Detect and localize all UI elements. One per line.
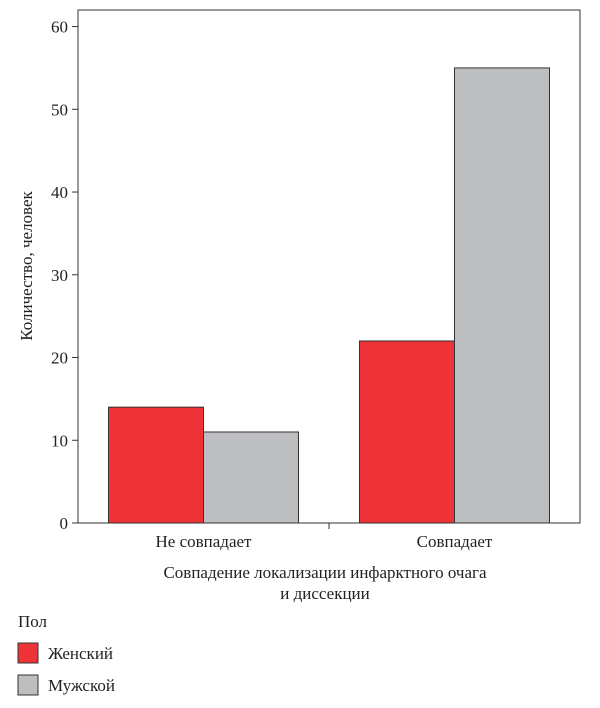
y-tick-label: 0 — [60, 514, 69, 533]
x-axis: Не совпадает Совпадает — [156, 523, 493, 551]
legend: Пол Женский Мужской — [17, 612, 115, 696]
x-axis-title-line-1: Совпадение локализации инфарктного очага — [163, 563, 487, 582]
legend-label: Женский — [48, 644, 113, 663]
y-tick-label: 40 — [51, 183, 68, 202]
bar — [108, 406, 204, 524]
bar — [203, 431, 299, 524]
legend-swatch — [17, 674, 39, 696]
y-axis-title: Количество, человек — [17, 190, 36, 340]
x-tick-label: Совпадает — [417, 532, 493, 551]
y-tick-label: 30 — [51, 266, 68, 285]
x-tick-label: Не совпадает — [156, 532, 253, 551]
y-tick-label: 20 — [51, 349, 68, 368]
legend-label: Мужской — [48, 676, 115, 695]
y-tick-label: 50 — [51, 100, 68, 119]
y-tick-label: 60 — [51, 18, 68, 37]
bar — [359, 340, 455, 524]
x-axis-title-line-2: и диссекции — [280, 584, 370, 603]
y-tick-label: 10 — [51, 431, 68, 450]
legend-swatch — [17, 642, 39, 664]
bar — [454, 67, 550, 524]
y-axis: 0 10 20 30 40 50 60 — [51, 18, 78, 533]
bars — [108, 67, 550, 524]
legend-title: Пол — [18, 612, 48, 631]
